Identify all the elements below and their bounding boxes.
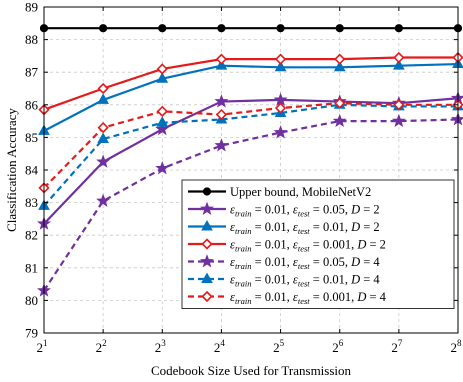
data-point (100, 25, 107, 32)
data-point (218, 25, 225, 32)
y-tick-label: 86 (25, 97, 39, 112)
y-tick-label: 81 (25, 260, 38, 275)
y-tick-label: 87 (25, 65, 39, 80)
legend-label: Upper bound, MobileNetV2 (230, 185, 371, 199)
y-tick-label: 79 (25, 326, 38, 341)
y-tick-label: 80 (25, 293, 38, 308)
x-axis-label: Codebook Size Used for Transmission (151, 363, 352, 378)
y-tick-label: 83 (25, 195, 38, 210)
legend-marker (203, 188, 210, 195)
y-tick-label: 84 (25, 163, 39, 178)
y-tick-label: 82 (25, 228, 38, 243)
data-point (395, 25, 402, 32)
y-tick-label: 89 (25, 0, 38, 15)
data-point (159, 25, 166, 32)
data-point (277, 25, 284, 32)
y-axis-label: Classification Accuracy (4, 108, 19, 232)
y-tick-label: 88 (25, 32, 38, 47)
y-tick-label: 85 (25, 130, 38, 145)
data-point (336, 25, 343, 32)
